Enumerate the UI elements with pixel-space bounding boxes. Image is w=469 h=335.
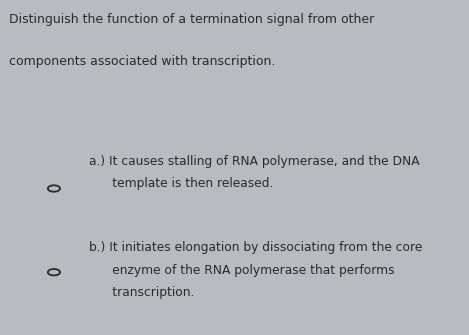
Text: transcription.: transcription. — [89, 286, 195, 299]
Text: components associated with transcription.: components associated with transcription… — [9, 55, 276, 68]
Text: enzyme of the RNA polymerase that performs: enzyme of the RNA polymerase that perfor… — [89, 264, 395, 277]
Text: b.) It initiates elongation by dissociating from the core: b.) It initiates elongation by dissociat… — [89, 242, 423, 255]
Text: Distinguish the function of a termination signal from other: Distinguish the function of a terminatio… — [9, 13, 375, 26]
Text: a.) It causes stalling of RNA polymerase, and the DNA: a.) It causes stalling of RNA polymerase… — [89, 155, 420, 168]
Text: template is then released.: template is then released. — [89, 178, 273, 190]
